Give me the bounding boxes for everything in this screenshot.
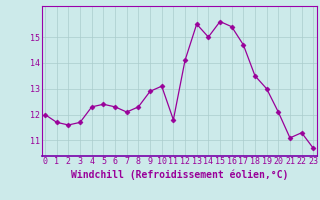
X-axis label: Windchill (Refroidissement éolien,°C): Windchill (Refroidissement éolien,°C)	[70, 169, 288, 180]
